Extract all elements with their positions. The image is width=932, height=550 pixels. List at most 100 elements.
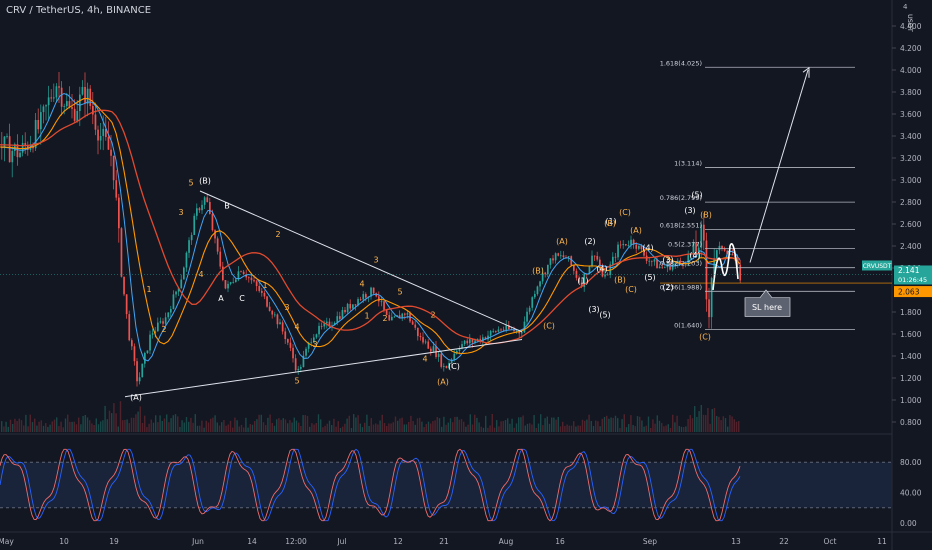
- candle-body: [92, 105, 94, 115]
- candle-body: [162, 321, 164, 324]
- candle-body: [63, 106, 66, 107]
- fib-level-label: 0(1.640): [674, 322, 702, 330]
- volume-bar: [348, 415, 350, 432]
- volume-bar: [302, 415, 304, 432]
- volume-bar: [529, 423, 531, 432]
- candle-body: [630, 239, 632, 246]
- candle-body: [614, 256, 617, 258]
- volume-bar: [722, 416, 724, 432]
- volume-bar: [573, 421, 575, 432]
- candle-body: [406, 313, 409, 315]
- wave-label-white: C: [239, 294, 245, 303]
- wave-label-white: (3): [662, 256, 673, 265]
- volume-bar: [342, 426, 344, 432]
- candle-body: [562, 255, 565, 258]
- candle-body: [274, 314, 276, 316]
- candle-body: [99, 135, 102, 141]
- wave-label-orange: (A): [556, 237, 568, 246]
- candle-body: [289, 342, 292, 348]
- candle-body: [479, 338, 482, 342]
- fib-level-label: 0.236(1.988): [660, 283, 702, 291]
- candle-body: [237, 271, 240, 280]
- volume-bar: [480, 426, 482, 432]
- drawn-wave-path: [712, 243, 739, 291]
- candle-body: [372, 287, 375, 294]
- candle-body: [453, 353, 456, 360]
- candle-body: [242, 271, 245, 275]
- volume-bar: [711, 409, 713, 432]
- price-tick-label: 3.000: [900, 176, 922, 185]
- time-tick-label: 12:00: [285, 537, 307, 546]
- volume-bar: [520, 417, 522, 432]
- volume-bar: [269, 414, 271, 432]
- volume-bar: [150, 419, 152, 432]
- candle-body: [700, 224, 703, 248]
- volume-bar: [262, 422, 265, 432]
- candle-body: [487, 335, 489, 340]
- wave-label-white: (5): [691, 191, 702, 200]
- volume-bar: [278, 418, 280, 432]
- candle-body: [716, 250, 718, 259]
- volume-bar: [590, 420, 592, 432]
- candle-body: [456, 350, 458, 354]
- candle-body: [625, 244, 627, 246]
- volume-bar: [454, 416, 456, 432]
- candle-body: [653, 259, 656, 262]
- volume-bar: [207, 422, 210, 432]
- volume-bar: [687, 419, 689, 432]
- price-tick-label: 1.600: [900, 330, 922, 339]
- volume-bar: [592, 425, 595, 432]
- volume-bar: [372, 424, 375, 432]
- volume-bar: [89, 420, 91, 432]
- wave-label-white: (5): [644, 273, 655, 282]
- volume-bar: [64, 418, 67, 432]
- volume-bar: [163, 418, 166, 432]
- candle-body: [560, 255, 562, 257]
- volume-bar: [425, 424, 427, 432]
- volume-bar: [694, 406, 696, 432]
- volume-bar: [335, 426, 337, 432]
- candle-body: [81, 86, 84, 95]
- candle-body: [567, 256, 570, 258]
- candle-body: [318, 325, 320, 335]
- candle-body: [528, 307, 531, 312]
- volume-bar: [218, 425, 221, 432]
- volume-bar: [705, 415, 707, 432]
- candle-body: [190, 234, 193, 241]
- candle-body: [474, 340, 476, 343]
- candle-body: [731, 254, 734, 256]
- volume-bar: [537, 423, 540, 432]
- volume-bar: [386, 425, 388, 432]
- candle-body: [388, 315, 391, 321]
- volume-bar: [214, 415, 216, 432]
- volume-bar: [223, 420, 225, 432]
- candle-body: [365, 294, 367, 298]
- volume-bar: [441, 426, 443, 432]
- volume-bar: [632, 425, 634, 432]
- volume-bar: [300, 426, 302, 432]
- price-tick-label: 1.400: [900, 352, 922, 361]
- wave-label-orange: 2: [161, 325, 166, 334]
- candle-body: [42, 106, 45, 113]
- candle-body: [157, 322, 159, 332]
- volume-bar: [377, 424, 379, 432]
- candle-body: [583, 273, 586, 287]
- volume-bar: [135, 414, 137, 432]
- level-tag-bg: [894, 286, 932, 298]
- volume-bar: [73, 421, 75, 432]
- volume-bar: [630, 415, 632, 432]
- oscillator-band: [0, 462, 892, 508]
- volume-bar: [445, 424, 447, 432]
- wave-label-orange: (C): [543, 322, 555, 331]
- candle-body: [601, 268, 604, 277]
- volume-bar: [295, 420, 298, 432]
- candle-body: [359, 299, 362, 300]
- volume-bar: [381, 414, 383, 432]
- candle-body: [326, 321, 328, 324]
- volume-bar: [168, 422, 170, 432]
- volume-bar: [86, 417, 89, 432]
- volume-bar: [595, 420, 597, 432]
- volume-bar: [324, 425, 326, 432]
- candle-body: [505, 325, 508, 330]
